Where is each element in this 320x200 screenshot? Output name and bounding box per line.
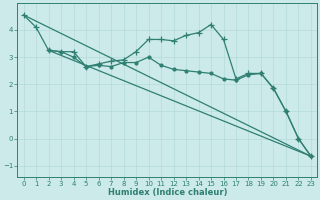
X-axis label: Humidex (Indice chaleur): Humidex (Indice chaleur) bbox=[108, 188, 227, 197]
